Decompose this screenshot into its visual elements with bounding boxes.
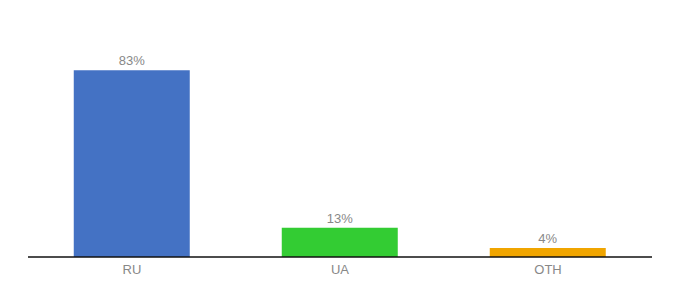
svg-text:OTH: OTH <box>534 262 561 277</box>
svg-text:UA: UA <box>331 262 349 277</box>
svg-text:83%: 83% <box>119 53 145 68</box>
svg-text:RU: RU <box>123 262 142 277</box>
svg-text:13%: 13% <box>327 211 353 226</box>
svg-text:4%: 4% <box>538 231 557 246</box>
